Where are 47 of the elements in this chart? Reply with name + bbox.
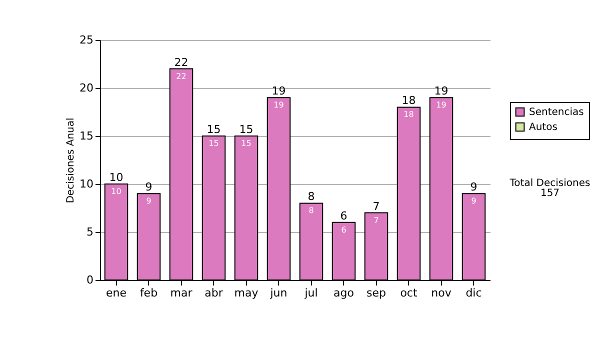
data-label: 15 — [208, 139, 219, 148]
legend-label: Sentencias — [529, 107, 584, 118]
data-label: 9 — [471, 196, 476, 206]
x-tick-label: mar — [170, 286, 193, 300]
x-tick-label: jun — [269, 286, 288, 300]
total-label: 15 — [206, 123, 221, 136]
total-label: 22 — [174, 56, 188, 69]
y-axis-title: Decisiones Anual — [66, 118, 77, 204]
y-tick-label: 10 — [80, 178, 94, 190]
total-label: 9 — [145, 180, 152, 194]
data-label: 22 — [176, 72, 186, 81]
x-tick-label: dic — [466, 286, 482, 300]
x-tick-label: abr — [204, 286, 224, 300]
x-tick-label: ene — [106, 286, 127, 300]
y-tick-label: 25 — [80, 34, 94, 46]
data-label: 9 — [146, 196, 152, 206]
data-label: 6 — [341, 225, 346, 234]
total-label: 10 — [109, 171, 124, 184]
x-tick-label: sep — [366, 286, 386, 300]
data-label: 7 — [374, 216, 379, 225]
total-label: 15 — [239, 123, 254, 136]
data-label: 10 — [111, 187, 122, 196]
total-label: 8 — [308, 190, 315, 204]
data-label: 19 — [274, 100, 284, 110]
legend-label: Autos — [529, 122, 558, 133]
x-tick-label: oct — [400, 286, 418, 300]
total-label: 19 — [434, 84, 448, 98]
text: 157 — [540, 188, 560, 199]
x-tick-label: nov — [431, 286, 452, 300]
total-label: 7 — [372, 200, 380, 213]
data-label: 15 — [241, 139, 252, 148]
total-label: 9 — [470, 180, 478, 194]
x-tick-label: jul — [304, 286, 318, 300]
x-tick-label: may — [234, 286, 259, 300]
total-label: 19 — [272, 84, 286, 98]
y-tick-label: 15 — [80, 130, 94, 142]
total-label: 18 — [402, 94, 416, 108]
y-tick-label: 20 — [80, 82, 94, 94]
x-tick-label: feb — [140, 286, 158, 300]
data-label: 8 — [308, 206, 314, 216]
x-tick-label: ago — [334, 286, 354, 300]
data-label: 18 — [404, 110, 414, 120]
text: Total Decisiones — [508, 178, 590, 189]
total-label: 6 — [340, 209, 348, 222]
y-tick-label: 5 — [86, 226, 94, 238]
data-label: 19 — [436, 100, 446, 110]
y-tick-label: 0 — [86, 274, 94, 286]
